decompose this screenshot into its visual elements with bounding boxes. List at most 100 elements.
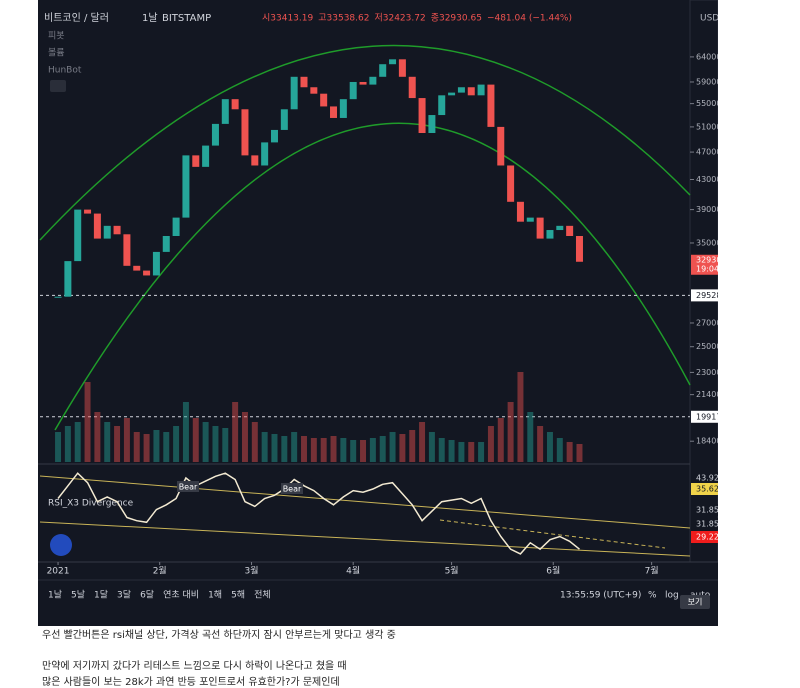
volume-bar <box>232 402 239 462</box>
candle <box>448 92 456 96</box>
collapse-button[interactable] <box>50 80 66 92</box>
volume-bar <box>546 432 553 462</box>
candle <box>487 84 495 127</box>
range-button[interactable]: 전체 <box>254 590 271 601</box>
volume-bar <box>182 402 189 462</box>
candle <box>320 93 328 107</box>
volume-bar <box>261 432 268 462</box>
ohlc-value: 종32930.65 <box>431 13 482 24</box>
range-button[interactable]: 3달 <box>117 589 131 601</box>
candle <box>192 155 200 167</box>
candle <box>516 201 524 222</box>
rsi-label: 43.92 <box>696 474 718 483</box>
volume-bar <box>527 412 534 462</box>
volume-bar <box>350 440 357 462</box>
volume-bar <box>389 432 396 462</box>
rsi-marker-bg <box>177 481 199 492</box>
inner-arc <box>54 122 691 431</box>
volume-bar <box>507 402 514 462</box>
y-tick-label: 21400 <box>696 390 718 399</box>
rsi-line <box>57 472 580 555</box>
volume-bar <box>438 438 445 462</box>
rsi-label: 29.22 <box>696 533 718 542</box>
ohlc-value: 시33413.19 <box>262 13 313 24</box>
range-button[interactable]: 1달 <box>94 589 108 601</box>
volume-bar <box>360 440 367 462</box>
indicator-label: 볼륨 <box>48 48 65 59</box>
candle <box>497 126 505 166</box>
candle <box>261 142 269 166</box>
candle <box>556 225 564 231</box>
candle <box>575 236 583 262</box>
volume-bar <box>55 432 62 462</box>
candle <box>398 59 406 77</box>
rsi-label-bg <box>691 483 718 495</box>
post-line: 만약에 저기까지 갔다가 리테스트 느낌으로 다시 하락이 나온다고 쳤을 때 <box>42 661 347 672</box>
logo <box>50 534 72 556</box>
candle <box>231 99 239 110</box>
post-line: 우선 빨간버튼은 rsi채널 상단, 가격상 곡선 하단까지 잠시 안부르는게 … <box>42 630 396 641</box>
range-button[interactable]: 5해 <box>231 590 245 601</box>
volume-bar <box>310 438 317 462</box>
scale-option[interactable]: log <box>665 591 679 601</box>
volume-bar <box>537 426 544 462</box>
candle <box>270 129 278 143</box>
volume-bar <box>281 436 288 462</box>
candle <box>74 209 82 262</box>
candle <box>280 109 288 130</box>
range-button[interactable]: 1날 <box>48 590 62 601</box>
scale-option[interactable]: % <box>648 591 657 601</box>
volume-bar <box>419 422 426 462</box>
range-button[interactable]: 6달 <box>140 589 154 601</box>
volume-bar <box>576 444 583 462</box>
rsi-label: 31.85 <box>696 520 718 529</box>
range-button[interactable]: 5날 <box>71 590 85 601</box>
price-axis <box>689 0 718 563</box>
candle <box>202 145 210 167</box>
volume-bar <box>428 432 435 462</box>
volume-bar <box>192 418 199 462</box>
y-tick-label: 64000 <box>696 52 718 61</box>
rsi-label-bg <box>691 518 718 530</box>
candle <box>428 115 436 134</box>
candle <box>526 217 534 222</box>
candle <box>64 261 72 297</box>
volume-bar <box>340 438 347 462</box>
view-button[interactable]: 보기 <box>688 598 703 607</box>
candle <box>221 99 229 124</box>
rsi-marker: Bear <box>283 485 302 494</box>
volume-bar <box>487 426 494 462</box>
candle <box>330 106 338 118</box>
candle <box>418 98 426 134</box>
range-button[interactable]: 연초 대비 <box>163 590 199 601</box>
rsi-label-bg <box>691 531 718 543</box>
candle <box>349 81 357 100</box>
volume-bar <box>497 418 504 462</box>
level-label: 29528 <box>696 291 718 300</box>
candle <box>300 76 308 88</box>
x-tick-label: 4월 <box>346 565 360 577</box>
indicator-label: 피봇 <box>48 31 65 42</box>
candle <box>251 155 259 166</box>
volume-bar <box>301 436 307 462</box>
volume-bar <box>114 426 121 462</box>
candle <box>93 213 101 239</box>
candle <box>457 87 465 93</box>
volume-bar <box>271 434 278 462</box>
x-tick-label: 2월 <box>153 565 167 577</box>
indicator-label: HunBot <box>48 66 82 76</box>
candle <box>389 59 397 65</box>
range-button[interactable]: 1해 <box>208 590 222 601</box>
y-tick-label: 25000 <box>696 342 718 351</box>
view-button-bg[interactable] <box>680 595 710 609</box>
y-tick-label: 27000 <box>696 318 718 327</box>
exchange: BITSTAMP <box>162 13 211 24</box>
y-tick-label: 43000 <box>696 175 718 184</box>
outer-arc <box>39 44 691 241</box>
volume-bar <box>64 426 71 462</box>
volume-bar <box>123 418 130 462</box>
clock: 13:55:59 (UTC+9) <box>560 591 641 601</box>
rsi-label: 31.85 <box>696 506 718 515</box>
volume-bar <box>458 442 465 462</box>
rsi-title: RSI_X3 Divergence <box>48 499 134 509</box>
